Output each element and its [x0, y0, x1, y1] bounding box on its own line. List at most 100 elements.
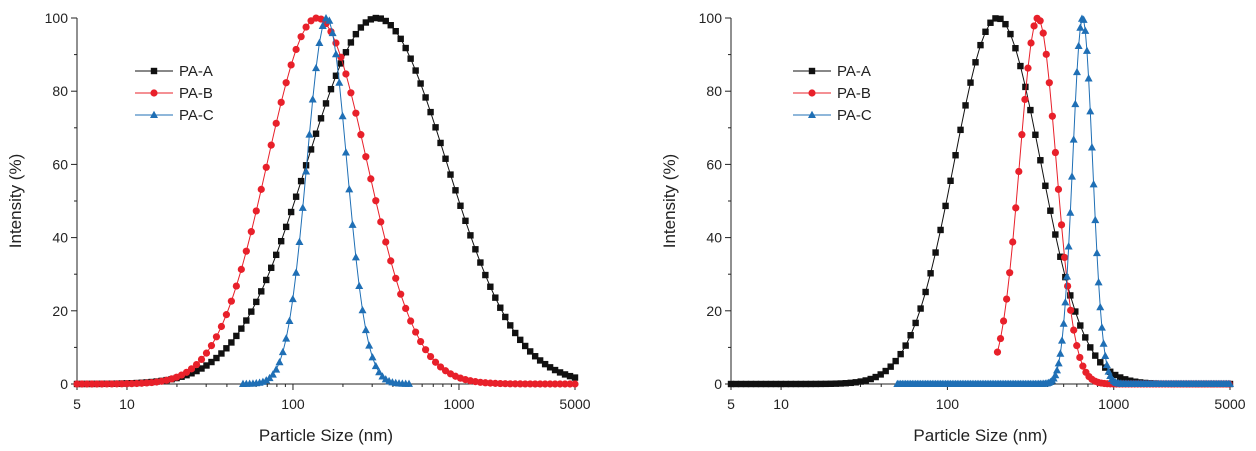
- data-point: [1017, 62, 1024, 70]
- data-point: [292, 45, 300, 54]
- data-point: [501, 380, 509, 388]
- data-point: [187, 365, 196, 373]
- data-point: [268, 264, 275, 271]
- y-axis-title: Intensity (%): [6, 154, 25, 248]
- y-tick-label: 60: [52, 156, 68, 172]
- data-point: [322, 100, 330, 107]
- data-point: [368, 353, 377, 361]
- data-point: [1064, 242, 1073, 250]
- data-point: [431, 358, 440, 366]
- legend-label: PA-A: [179, 63, 213, 80]
- data-point: [285, 316, 294, 325]
- data-point: [546, 364, 554, 371]
- legend-entry: PA-A: [135, 63, 213, 80]
- data-point: [922, 288, 929, 296]
- data-point: [742, 380, 750, 388]
- data-point: [282, 334, 291, 342]
- data-point: [123, 380, 131, 388]
- data-point: [777, 380, 785, 388]
- data-point: [832, 380, 839, 387]
- data-point: [1057, 253, 1064, 260]
- data-point: [258, 288, 265, 295]
- data-point: [982, 28, 989, 35]
- data-point: [516, 380, 524, 388]
- data-point: [118, 380, 126, 388]
- y-tick-label: 0: [714, 376, 722, 392]
- data-point: [999, 317, 1008, 325]
- data-point: [912, 319, 919, 327]
- data-point: [497, 304, 504, 311]
- data-point: [397, 290, 405, 298]
- data-point: [972, 59, 979, 66]
- data-point: [477, 259, 484, 266]
- data-point: [253, 298, 260, 306]
- data-point: [1032, 131, 1039, 138]
- data-point: [192, 361, 201, 369]
- data-point: [372, 14, 379, 22]
- data-point: [203, 362, 210, 369]
- data-point: [827, 380, 834, 387]
- data-point: [1099, 339, 1108, 347]
- data-point: [1007, 30, 1014, 38]
- data-point: [222, 311, 230, 319]
- data-point: [73, 380, 81, 388]
- x-axis-title: Particle Size (nm): [913, 426, 1047, 445]
- data-point: [1015, 167, 1023, 176]
- data-point: [1061, 298, 1070, 306]
- data-point: [1062, 272, 1071, 280]
- data-point: [977, 41, 984, 49]
- data-point: [297, 177, 305, 185]
- data-point: [1012, 204, 1020, 212]
- data-point: [566, 372, 574, 380]
- data-point: [932, 249, 939, 256]
- data-point: [1069, 135, 1078, 143]
- data-point: [482, 271, 489, 279]
- data-point: [1037, 157, 1044, 164]
- data-point: [1058, 336, 1067, 344]
- data-point: [757, 380, 765, 388]
- legend-marker: [150, 89, 158, 97]
- data-point: [242, 247, 250, 255]
- data-point: [427, 108, 434, 116]
- data-point: [852, 379, 859, 386]
- data-point: [1051, 370, 1060, 379]
- data-point: [302, 167, 311, 175]
- data-point: [917, 305, 924, 312]
- data-point: [357, 24, 365, 31]
- data-point: [1226, 379, 1234, 387]
- data-point: [252, 207, 260, 215]
- data-point: [1112, 371, 1119, 379]
- data-point: [541, 380, 549, 388]
- data-point: [1094, 278, 1103, 286]
- data-point: [997, 15, 1004, 23]
- data-point: [512, 329, 519, 337]
- data-point: [927, 270, 934, 277]
- data-point: [382, 17, 389, 25]
- data-point: [506, 380, 514, 388]
- data-point: [797, 380, 805, 388]
- data-point: [1084, 74, 1093, 82]
- data-point: [556, 380, 564, 388]
- data-point: [526, 380, 534, 388]
- data-point: [762, 380, 770, 388]
- data-point: [782, 380, 790, 388]
- data-point: [263, 276, 270, 284]
- data-point: [337, 60, 345, 67]
- data-point: [1018, 131, 1026, 139]
- data-point: [1097, 323, 1106, 331]
- data-point: [1021, 95, 1029, 104]
- data-point: [315, 38, 324, 47]
- y-tick-label: 20: [52, 303, 68, 319]
- data-point: [335, 78, 344, 86]
- data-point: [277, 98, 285, 106]
- data-point: [213, 354, 220, 362]
- data-point: [807, 380, 815, 388]
- data-point: [536, 357, 544, 364]
- data-point: [392, 274, 400, 282]
- data-point: [417, 337, 425, 346]
- data-point: [1076, 23, 1085, 31]
- data-point: [857, 378, 864, 385]
- data-point: [1091, 215, 1100, 224]
- data-point: [1051, 148, 1060, 157]
